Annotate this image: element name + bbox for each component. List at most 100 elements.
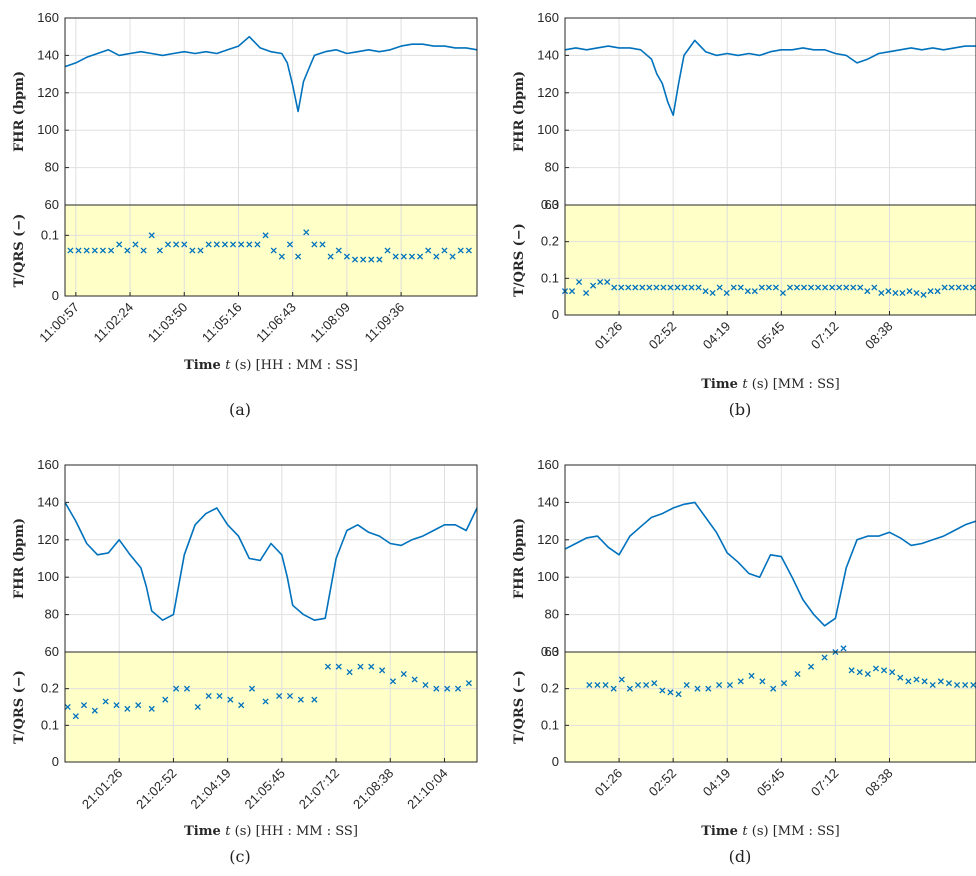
tqrs-marker: [590, 282, 597, 289]
y-tick-label: 60: [545, 197, 559, 212]
tqrs-marker: [962, 284, 969, 291]
x-tick-label: 02:52: [646, 766, 680, 800]
tqrs-marker: [417, 253, 424, 260]
tqrs-ylabel: T/QRS (−): [512, 223, 527, 297]
tqrs-marker: [276, 692, 283, 700]
tqrs-marker: [597, 278, 604, 286]
tqrs-marker: [132, 241, 139, 248]
tqrs-marker: [124, 705, 131, 712]
tqrs-marker: [465, 247, 472, 254]
tqrs-marker: [216, 692, 223, 700]
tqrs-marker: [335, 663, 342, 670]
tqrs-marker: [113, 702, 120, 709]
x-tick-label: 11:00:57: [36, 300, 82, 346]
y-tick-label: 140: [537, 47, 559, 62]
y-tick-label: 0.1: [541, 717, 559, 732]
y-tick-label: 0: [52, 754, 59, 769]
tqrs-marker: [772, 284, 779, 291]
tqrs-marker: [948, 284, 955, 291]
x-axis-label: Time t (s) [MM : SS]: [701, 377, 839, 392]
tqrs-marker: [626, 685, 633, 692]
y-tick-label: 120: [537, 532, 559, 547]
y-tick-label: 0.2: [541, 681, 559, 696]
tqrs-marker: [921, 678, 928, 685]
tqrs-marker: [91, 707, 98, 714]
panel-d: 60 80 100 120 140 160 FHR (bpm) 0 0.1 0.2 0.3 T/QRS…: [512, 457, 976, 866]
tqrs-marker: [969, 284, 976, 291]
tqrs-marker: [449, 253, 456, 260]
tqrs-marker: [840, 645, 847, 652]
y-tick-label: 80: [45, 160, 59, 175]
panel-a: 60 80 100 120 140 160 FHR (bpm) 0 0.1 T/QRS (−) 11…: [12, 10, 478, 419]
tqrs-marker: [688, 284, 695, 291]
tqrs-marker: [702, 288, 709, 295]
x-tick-label: 21:08:38: [350, 766, 396, 812]
tqrs-marker: [80, 702, 88, 709]
tqrs-band: [65, 652, 477, 762]
tqrs-marker: [454, 685, 462, 692]
tqrs-marker: [954, 681, 961, 689]
tqrs-marker: [262, 232, 269, 239]
tqrs-marker: [181, 241, 188, 248]
y-tick-label: 0.2: [541, 234, 559, 249]
fhr-ylabel: FHR (bpm): [12, 71, 27, 152]
x-tick-label: 21:04:19: [187, 766, 233, 812]
y-tick-label: 120: [537, 85, 559, 100]
tqrs-marker: [881, 667, 888, 674]
panel-caption: (b): [729, 400, 752, 419]
tqrs-axes-box: [564, 651, 976, 763]
y-tick-label: 0.1: [541, 270, 559, 285]
tqrs-marker: [730, 284, 737, 291]
tqrs-marker: [815, 284, 822, 291]
fhr-ylabel: FHR (bpm): [512, 71, 527, 152]
tqrs-marker: [227, 696, 234, 703]
tqrs-marker: [899, 289, 906, 297]
tqrs-marker: [905, 678, 912, 685]
fhr-series-line: [64, 501, 478, 621]
tqrs-marker: [465, 680, 472, 687]
x-tick-label: 11:03:50: [145, 300, 191, 346]
tqrs-marker: [906, 288, 913, 295]
y-tick-label: 0.3: [541, 644, 559, 659]
tqrs-marker: [892, 289, 899, 297]
tqrs-marker: [162, 696, 169, 703]
tqrs-marker: [748, 672, 755, 679]
tqrs-marker: [124, 247, 131, 254]
tqrs-marker: [807, 284, 815, 291]
tqrs-marker: [368, 663, 375, 670]
tqrs-marker: [800, 284, 808, 291]
tqrs-marker: [675, 691, 682, 698]
tqrs-marker: [286, 241, 294, 248]
x-axis-label: Time t (s) [HH : MM : SS]: [184, 824, 358, 839]
tqrs-marker: [411, 676, 418, 683]
tqrs-marker: [857, 284, 864, 291]
tqrs-marker: [594, 681, 601, 689]
tqrs-marker: [962, 681, 969, 689]
tqrs-marker: [695, 284, 702, 291]
tqrs-marker: [75, 247, 82, 254]
tqrs-marker: [102, 698, 109, 705]
tqrs-marker: [319, 241, 326, 248]
tqrs-marker: [643, 681, 650, 689]
x-tick-label: 01:26: [592, 319, 626, 353]
tqrs-marker: [422, 681, 429, 689]
tqrs-marker: [955, 284, 962, 291]
tqrs-marker: [576, 278, 583, 286]
tqrs-marker: [246, 241, 253, 248]
tqrs-marker: [408, 253, 416, 260]
tqrs-marker: [821, 654, 828, 661]
tqrs-marker: [945, 680, 953, 687]
tqrs-marker: [913, 289, 920, 297]
tqrs-marker: [705, 685, 712, 692]
tqrs-marker: [889, 669, 896, 676]
tqrs-marker: [872, 665, 880, 672]
fhr-ylabel: FHR (bpm): [12, 518, 27, 599]
tqrs-marker: [639, 284, 646, 291]
x-tick-label: 05:45: [754, 766, 788, 800]
tqrs-marker: [653, 284, 660, 291]
tqrs-marker: [927, 288, 934, 295]
x-tick-label: 11:06:43: [253, 300, 299, 346]
x-tick-label: 11:02:24: [90, 300, 136, 346]
tqrs-marker: [864, 288, 871, 295]
tqrs-marker: [871, 284, 878, 291]
